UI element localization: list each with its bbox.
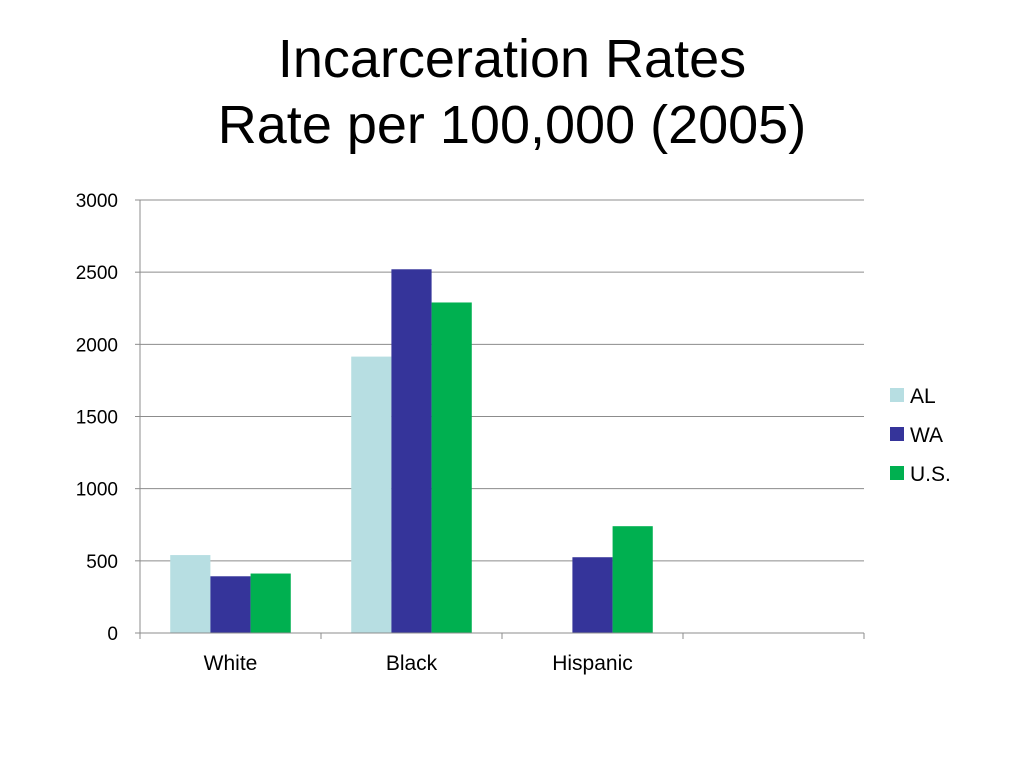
legend-swatch	[890, 466, 904, 480]
bars	[170, 269, 653, 633]
bar-us-white	[250, 573, 291, 633]
x-category-label: White	[204, 652, 258, 675]
y-tick-label: 2000	[76, 335, 118, 356]
title-line-1: Incarceration Rates	[277, 29, 747, 89]
x-category-label: Hispanic	[552, 652, 633, 675]
bar-wa-black	[391, 269, 432, 633]
y-tick-label: 500	[86, 552, 118, 573]
y-tick-label: 0	[107, 624, 118, 645]
x-axis-category-labels: White Black Hispanic	[204, 652, 633, 675]
legend-label: U.S.	[910, 463, 951, 486]
chart-title: Incarceration Rates Rate per 100,000 (20…	[0, 26, 1024, 158]
y-tick-label: 1000	[76, 480, 118, 501]
bar-al-black	[351, 356, 392, 633]
bar-al-white	[170, 555, 211, 633]
legend-swatch	[890, 427, 904, 441]
legend: AL WA U.S.	[890, 385, 951, 486]
bar-us-hispanic	[612, 526, 653, 633]
bar-us-black	[431, 302, 472, 633]
legend-label: AL	[910, 385, 936, 408]
y-axis-tick-labels: 0 500 1000 1500 2000 2500 3000	[76, 191, 118, 645]
x-category-label: Black	[386, 652, 438, 675]
y-tick-label: 2500	[76, 263, 118, 284]
bar-wa-white	[210, 576, 251, 633]
y-tick-label: 3000	[76, 191, 118, 212]
bar-wa-hispanic	[572, 557, 613, 633]
axes	[135, 199, 865, 639]
gridlines	[140, 199, 864, 562]
legend-swatch	[890, 388, 904, 402]
y-tick-label: 1500	[76, 408, 118, 429]
legend-label: WA	[910, 424, 943, 447]
title-line-2: Rate per 100,000 (2005)	[217, 95, 807, 155]
